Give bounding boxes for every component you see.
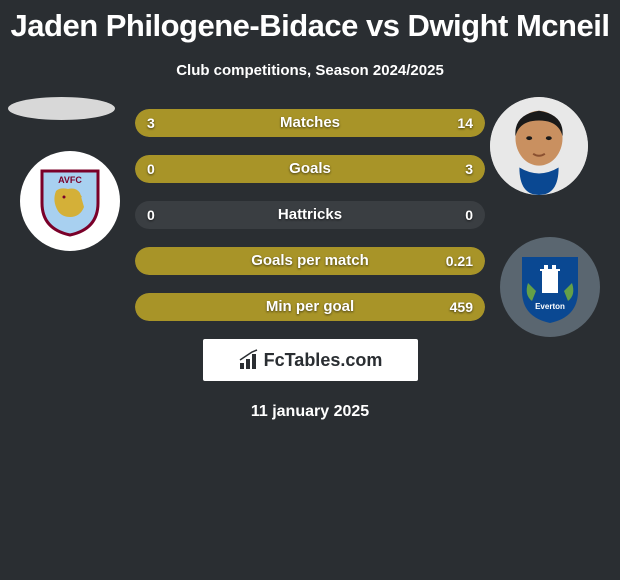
subtitle: Club competitions, Season 2024/2025: [0, 62, 620, 79]
stat-label: Goals per match: [135, 247, 485, 275]
player2-avatar: [490, 97, 588, 195]
stat-row: 0Hattricks0: [135, 201, 485, 229]
chart-icon: [238, 349, 260, 371]
stat-row: 0Goals3: [135, 155, 485, 183]
player2-face-icon: [490, 97, 588, 195]
stats-bars: 3Matches140Goals30Hattricks0Goals per ma…: [135, 97, 485, 321]
stat-label: Matches: [135, 109, 485, 137]
stat-value-right: 0.21: [446, 247, 473, 275]
stat-label: Goals: [135, 155, 485, 183]
date-label: 11 january 2025: [0, 403, 620, 421]
stat-value-right: 14: [457, 109, 473, 137]
stat-label: Hattricks: [135, 201, 485, 229]
content-area: AVFC Everton 3Matches140Goals30Hattricks…: [0, 97, 620, 421]
player1-club-badge: AVFC: [20, 151, 120, 251]
svg-text:Everton: Everton: [535, 302, 565, 311]
svg-text:AVFC: AVFC: [58, 175, 82, 185]
comparison-card: Jaden Philogene-Bidace vs Dwight Mcneil …: [0, 0, 620, 580]
player1-avatar: [8, 97, 115, 120]
stat-row: Min per goal459: [135, 293, 485, 321]
stat-value-right: 459: [450, 293, 473, 321]
aston-villa-badge-icon: AVFC: [32, 163, 108, 239]
everton-badge-icon: Everton: [510, 247, 590, 327]
stat-row: 3Matches14: [135, 109, 485, 137]
stat-value-right: 3: [465, 155, 473, 183]
stat-value-right: 0: [465, 201, 473, 229]
brand-box: FcTables.com: [203, 339, 418, 381]
player2-club-badge: Everton: [500, 237, 600, 337]
brand-text: FcTables.com: [264, 350, 383, 371]
page-title: Jaden Philogene-Bidace vs Dwight Mcneil: [0, 0, 620, 44]
stat-row: Goals per match0.21: [135, 247, 485, 275]
stat-label: Min per goal: [135, 293, 485, 321]
